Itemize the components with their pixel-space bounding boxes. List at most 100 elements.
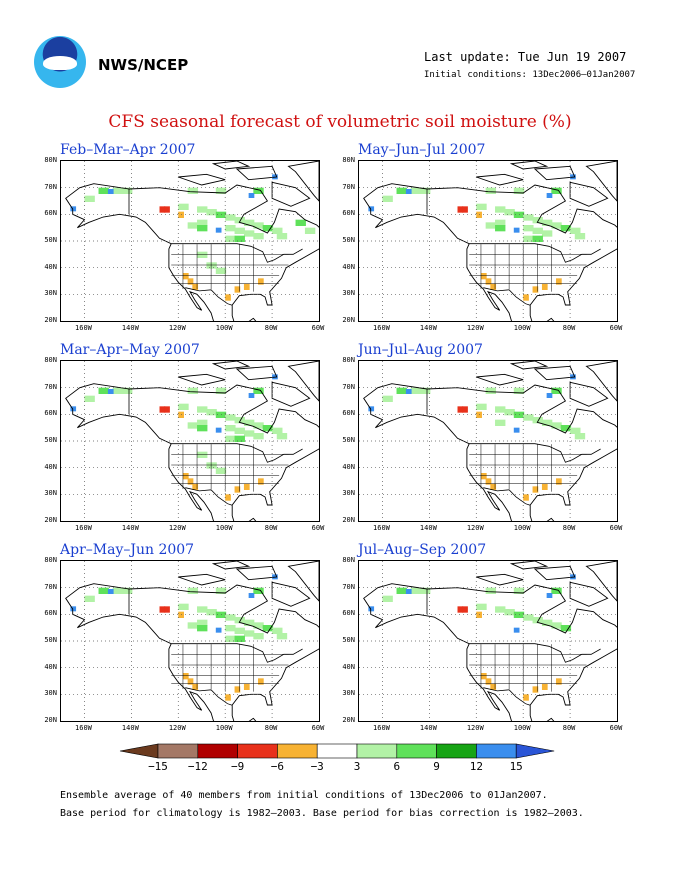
soil-cell-dry <box>476 611 482 618</box>
soil-cell-wet <box>187 622 199 629</box>
lon-tick-label: 120W <box>168 524 186 532</box>
coastline <box>178 573 226 586</box>
soil-cell-wet <box>419 387 431 394</box>
soil-cell-wet <box>532 417 543 424</box>
lon-tick-label: 160W <box>75 524 92 532</box>
soil-cell-wet <box>84 395 95 402</box>
lat-tick-label: 60N <box>342 609 355 618</box>
soil-cell-wet <box>485 187 497 194</box>
soil-cell-wet <box>253 222 264 229</box>
soil-cell-wet <box>570 427 581 434</box>
soil-cell-very-wet <box>70 406 77 412</box>
coastline <box>585 161 617 202</box>
soil-cell-wet <box>225 414 236 421</box>
coastline <box>178 373 226 386</box>
soil-cell-wet <box>112 387 123 394</box>
soil-cell-wet <box>225 214 236 221</box>
border-line <box>185 487 233 506</box>
soil-cell-wet <box>253 422 264 429</box>
soil-cell-wet <box>215 387 227 394</box>
lon-tick-label: 160W <box>373 724 390 732</box>
colorbar-box <box>356 743 398 759</box>
soil-cell-very-wet <box>368 206 375 212</box>
soil-cell-wet <box>215 211 227 218</box>
coastline <box>585 561 617 602</box>
coastline <box>585 361 617 402</box>
soil-cell-wet <box>513 411 525 418</box>
soil-cell-dry <box>164 206 170 213</box>
soil-cell-very-wet <box>405 189 412 194</box>
soil-cell-wet <box>551 187 562 194</box>
soil-cell-wet <box>215 187 227 194</box>
lon-tick-label: 100W <box>215 324 233 332</box>
soil-cell-wet <box>523 225 534 232</box>
lon-tick-label: 160W <box>75 724 92 732</box>
soil-cell-wet <box>551 387 562 394</box>
lat-tick-label: 40N <box>342 662 355 671</box>
soil-cell-dry <box>541 683 548 690</box>
soil-cell-dry <box>476 411 482 418</box>
soil-cell-wet <box>112 187 123 194</box>
soil-cell-wet <box>197 225 208 232</box>
soil-cell-wet <box>551 587 562 594</box>
soil-cell-wet <box>121 387 133 394</box>
soil-cell-wet <box>262 625 274 632</box>
soil-cell-wet <box>197 425 208 432</box>
soil-cell-wet <box>272 227 283 234</box>
colorbar-label: −15 <box>148 760 168 773</box>
soil-cell-very-wet <box>368 606 375 612</box>
soil-cell-wet <box>206 609 217 616</box>
soil-cell-wet <box>234 617 245 624</box>
coastline <box>178 173 226 186</box>
soil-cell-wet <box>225 425 236 432</box>
soil-cell-dry <box>182 473 189 480</box>
soil-cell-wet <box>304 227 316 234</box>
colorbar-box <box>237 743 278 759</box>
soil-cell-dry <box>490 683 497 690</box>
soil-cell-dry <box>234 286 241 293</box>
lon-tick-label: 80W <box>264 324 278 332</box>
soil-cell-wet <box>541 230 553 237</box>
lat-tick-label: 40N <box>342 262 355 271</box>
initial-conditions: Initial conditions: 13Dec2006–01Jan2007 <box>424 70 636 80</box>
coastline <box>509 561 549 570</box>
lat-tick-label: 40N <box>44 462 57 471</box>
lat-tick-label: 80N <box>44 156 57 164</box>
soil-cell-wet <box>476 403 487 410</box>
soil-cell-wet <box>98 387 109 394</box>
soil-cell-dry <box>178 411 184 418</box>
soil-cell-wet <box>197 606 208 613</box>
colorbar-label: 6 <box>393 760 401 773</box>
coastline <box>287 161 319 202</box>
lat-tick-label: 70N <box>44 382 57 391</box>
soil-cell-dry <box>480 473 487 480</box>
soil-cell-wet <box>187 187 199 194</box>
soil-cell-wet <box>419 587 431 594</box>
lat-tick-label: 50N <box>44 436 57 444</box>
colorbar-label: 15 <box>509 760 523 773</box>
soil-cell-wet <box>495 225 506 232</box>
soil-cell-wet <box>234 635 245 642</box>
soil-cell-dry <box>182 673 189 680</box>
lon-tick-label: 120W <box>466 524 484 532</box>
panel-title-p5: Apr–May–Jun 2007 <box>60 542 195 558</box>
soil-cell-wet <box>560 225 572 232</box>
lat-tick-label: 80N <box>342 356 355 364</box>
soil-cell-wet <box>419 187 431 194</box>
soil-cell-very-wet <box>215 227 222 233</box>
soil-cell-dry <box>178 611 184 618</box>
soil-cell-wet <box>253 233 264 240</box>
soil-cell-wet <box>234 427 245 434</box>
soil-cell-very-wet <box>248 593 255 598</box>
soil-cell-wet <box>197 251 208 258</box>
soil-cell-wet <box>197 219 208 226</box>
soil-cell-wet <box>98 187 109 194</box>
soil-cell-wet <box>234 217 245 224</box>
coastline <box>211 161 251 170</box>
soil-cell-wet <box>560 625 572 632</box>
coastline <box>533 365 576 381</box>
soil-cell-wet <box>253 622 264 629</box>
soil-cell-wet <box>523 214 534 221</box>
soil-cell-dry <box>225 294 231 301</box>
lat-tick-label: 50N <box>342 236 355 244</box>
